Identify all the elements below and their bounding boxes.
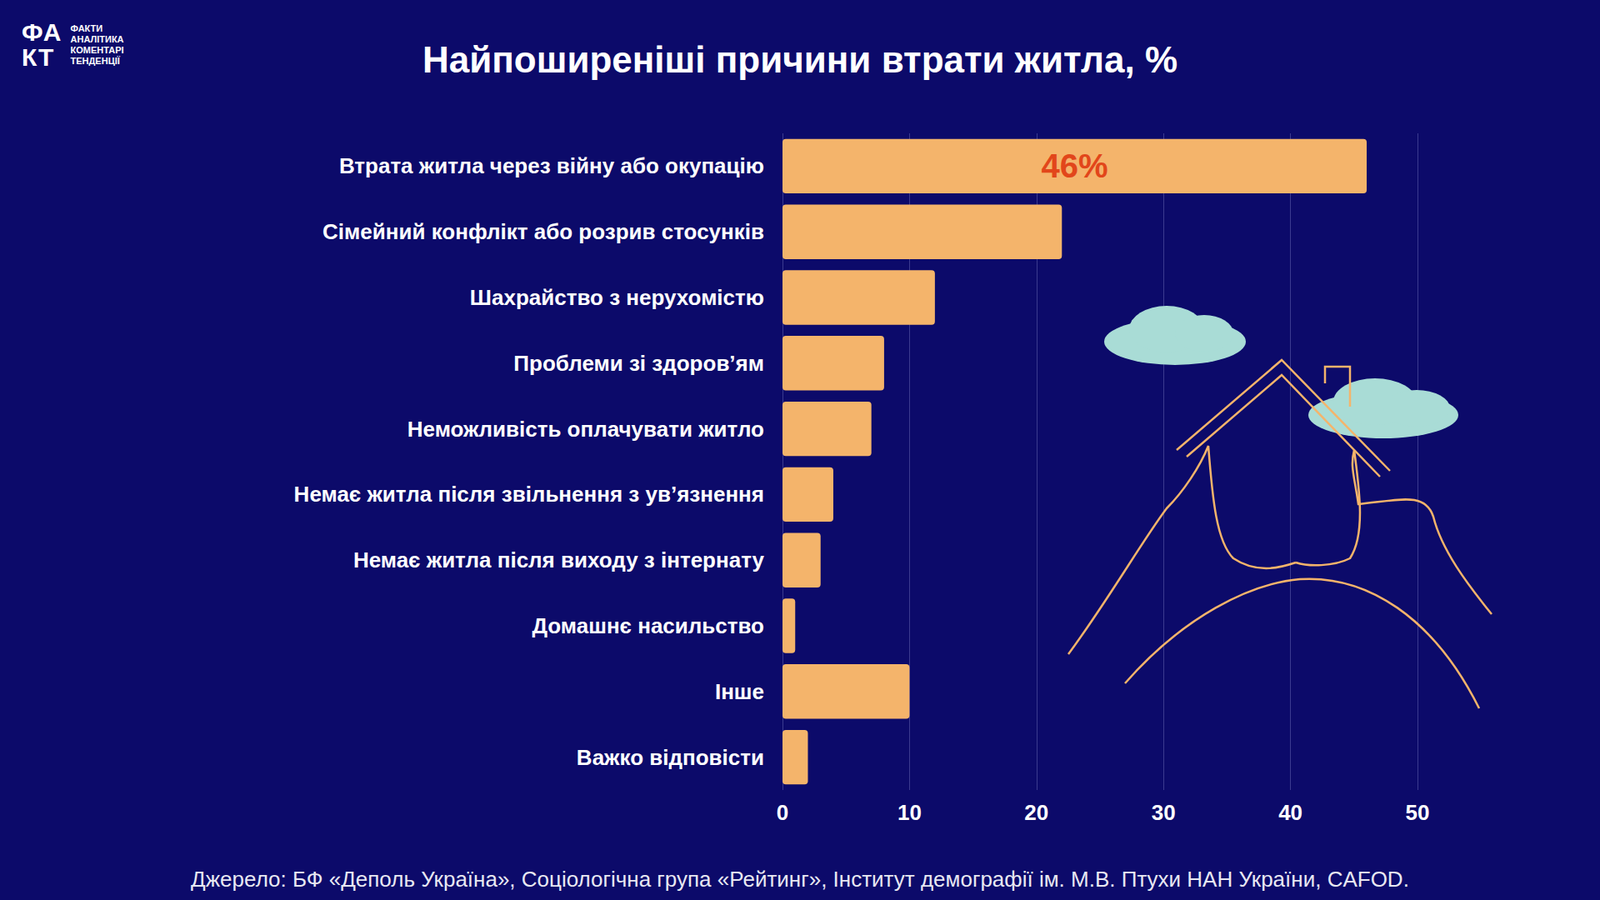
- svg-text:0: 0: [776, 800, 789, 825]
- svg-text:Шахрайство з нерухомістю: Шахрайство з нерухомістю: [470, 285, 765, 310]
- svg-text:30: 30: [1151, 800, 1176, 825]
- svg-text:Сімейний конфлікт або розрив с: Сімейний конфлікт або розрив стосунків: [322, 219, 765, 245]
- svg-text:Втрата житла через війну або о: Втрата житла через війну або окупацію: [339, 153, 765, 179]
- svg-text:20: 20: [1024, 800, 1049, 825]
- svg-text:Домашнє насильство: Домашнє насильство: [531, 613, 765, 639]
- html-text:ФАКТИ: ФАКТИ: [70, 23, 103, 34]
- svg-text:Неможливість оплачувати житло: Неможливість оплачувати житло: [407, 416, 765, 442]
- svg-text:Проблеми зі здоров’ям: Проблеми зі здоров’ям: [513, 350, 765, 376]
- svg-text:Найпоширеніші причини втрати ж: Найпоширеніші причини втрати житла, %: [422, 39, 1178, 80]
- html-text:КОМЕНТАРІ: КОМЕНТАРІ: [70, 45, 124, 55]
- svg-text:40: 40: [1278, 800, 1303, 825]
- html-text:Джерело: БФ «Деполь Україна»,: Джерело: БФ «Деполь Україна», Соціологіч…: [190, 866, 1410, 892]
- svg-text:50: 50: [1405, 800, 1430, 825]
- svg-text:10: 10: [897, 800, 922, 825]
- svg-text:Інше: Інше: [715, 679, 765, 705]
- svg-text:46%: 46%: [1040, 147, 1108, 185]
- html-text:КТ: КТ: [21, 43, 55, 71]
- html-text:АНАЛІТИКА: АНАЛІТИКА: [70, 34, 124, 45]
- html-text:ФА: ФА: [21, 18, 63, 46]
- svg-text:Немає житла після виходу з інт: Немає житла після виходу з інтернату: [353, 547, 765, 573]
- svg-text:Немає житла після звільнення з: Немає житла після звільнення з ув’язненн…: [294, 481, 765, 507]
- svg-text:Важко відповісти: Важко відповісти: [576, 745, 765, 770]
- html-text:ТЕНДЕНЦІЇ: ТЕНДЕНЦІЇ: [70, 55, 120, 66]
